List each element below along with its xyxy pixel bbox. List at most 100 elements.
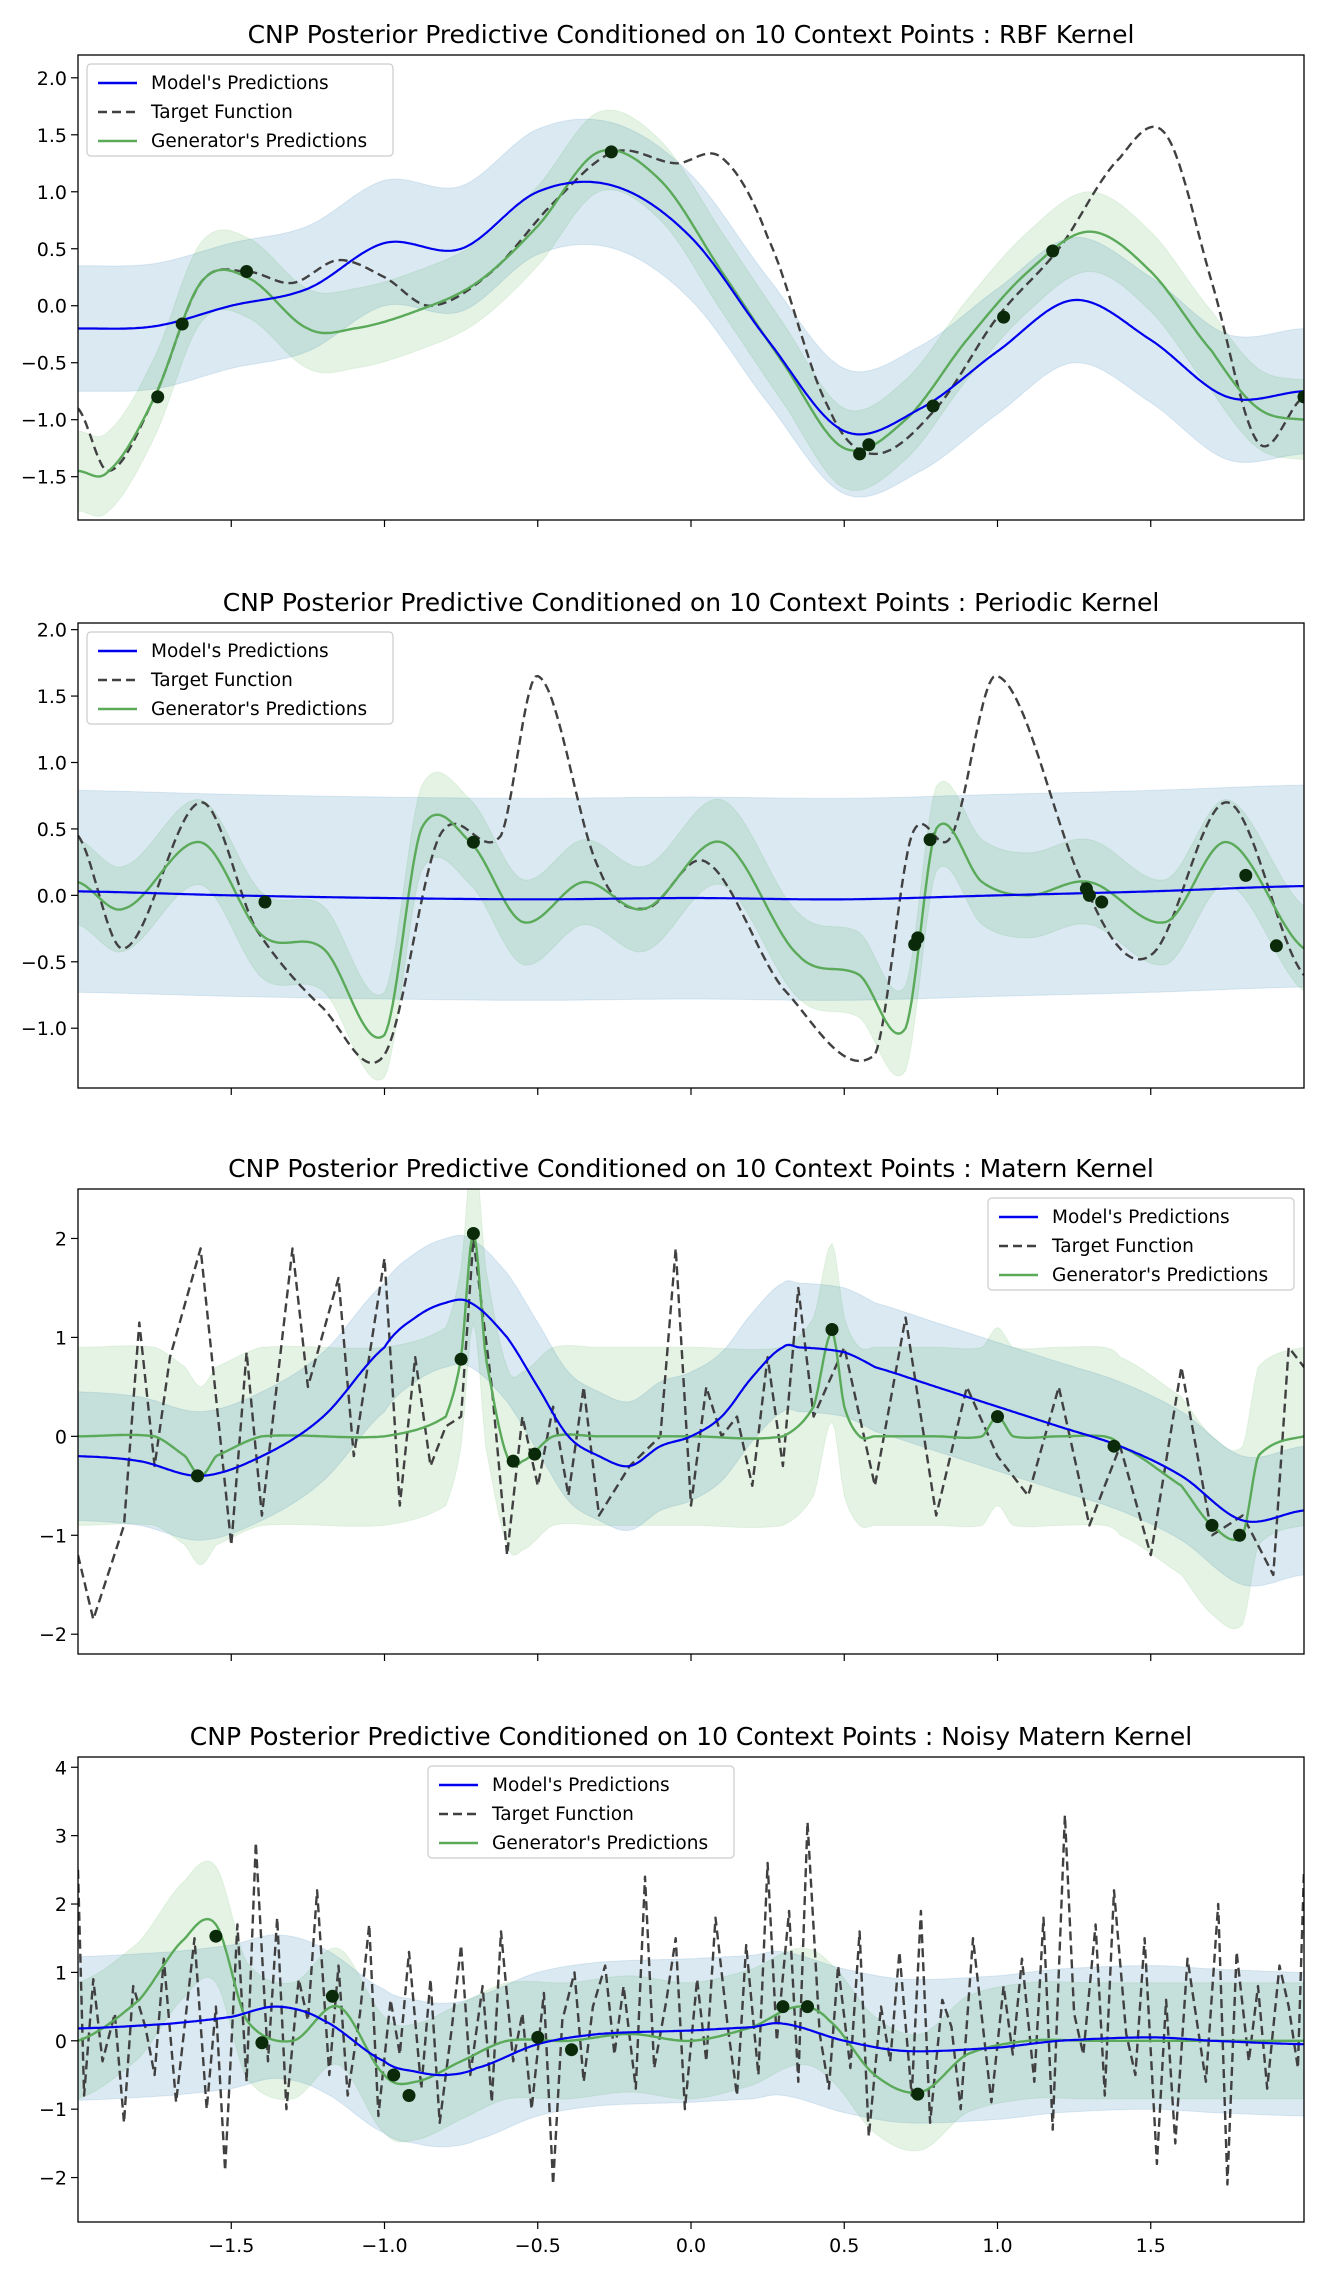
model-uncertainty-band	[78, 784, 1304, 1001]
y-tick-label: 0.5	[37, 819, 67, 841]
model-uncertainty-band	[78, 1234, 1304, 1587]
y-tick-label: 1.0	[37, 182, 67, 204]
chart-title: CNP Posterior Predictive Conditioned on …	[228, 1154, 1154, 1183]
context-point	[466, 835, 480, 849]
x-tick-label: −1.5	[208, 2235, 254, 2257]
context-point	[466, 1227, 480, 1240]
context-point	[923, 833, 937, 847]
legend-box	[427, 1765, 735, 1859]
legend: Model's Predictions Target Function Genera…	[86, 631, 394, 725]
target-function-line	[78, 674, 1304, 1065]
context-point	[506, 1454, 520, 1468]
x-tick-label: 1.0	[982, 2235, 1012, 2257]
context-point	[240, 265, 254, 278]
context-point	[825, 1323, 839, 1336]
y-tick-label: 1.5	[37, 125, 67, 147]
plot-area	[78, 1813, 1304, 2186]
legend-label: Model's Predictions	[151, 641, 329, 662]
y-tick-label: 1	[55, 1327, 67, 1349]
legend-label: Generator's Predictions	[151, 131, 367, 152]
plot-area	[78, 109, 1304, 517]
context-point	[1239, 868, 1253, 882]
y-tick-label: 4	[55, 1757, 67, 1779]
legend-label: Generator's Predictions	[492, 1833, 708, 1854]
model-prediction-line	[78, 2005, 1304, 2077]
y-tick-label: 0.5	[37, 239, 67, 261]
y-tick-label: 2.0	[37, 620, 67, 642]
y-tick-label: −0.5	[21, 952, 67, 974]
panel-4: CNP Posterior Predictive Conditioned on …	[39, 1722, 1305, 2257]
context-point	[991, 1410, 1004, 1424]
context-point	[1107, 1439, 1121, 1453]
context-point	[402, 2089, 416, 2102]
context-point	[1046, 244, 1060, 258]
y-tick-label: −2	[39, 2168, 67, 2190]
x-tick-label: 1.5	[1136, 2235, 1166, 2257]
y-tick-label: 3	[55, 1826, 67, 1848]
x-tick-label: 0.5	[829, 2235, 859, 2257]
y-tick-label: 0	[55, 1426, 67, 1448]
y-tick-label: −1.5	[21, 467, 67, 489]
legend-label: Model's Predictions	[492, 1775, 670, 1796]
legend-label: Target Function	[150, 670, 293, 691]
model-prediction-line	[78, 885, 1304, 901]
plot-area	[78, 1189, 1304, 1630]
model-uncertainty-band	[78, 118, 1304, 498]
generator-uncertainty-band	[78, 1860, 1304, 2152]
context-point	[325, 1989, 339, 2003]
y-tick-label: −1.0	[21, 410, 67, 432]
context-point	[255, 2036, 269, 2050]
legend: Model's Predictions Target Function Genera…	[987, 1197, 1295, 1291]
legend-label: Target Function	[1051, 1236, 1194, 1257]
panel-3: CNP Posterior Predictive Conditioned on …	[39, 1154, 1305, 1661]
context-point	[997, 310, 1011, 324]
generator-uncertainty-band	[78, 109, 1304, 517]
context-point	[1269, 939, 1283, 953]
y-tick-label: 1	[55, 1962, 67, 1984]
chart-title: CNP Posterior Predictive Conditioned on …	[223, 588, 1160, 617]
legend-label: Generator's Predictions	[151, 699, 367, 720]
context-point	[531, 2030, 545, 2044]
legend: Model's Predictions Target Function Genera…	[427, 1765, 735, 1859]
context-point	[528, 1447, 542, 1461]
y-tick-label: −1.0	[21, 1018, 67, 1040]
context-point	[1297, 390, 1304, 404]
context-point	[853, 447, 867, 461]
y-tick-label: 0.0	[37, 296, 67, 318]
context-point	[387, 2068, 401, 2082]
y-tick-label: −2	[39, 1624, 67, 1646]
y-tick-label: 1.0	[37, 753, 67, 775]
y-tick-label: −1	[39, 2099, 67, 2121]
y-tick-label: −1	[39, 1525, 67, 1547]
context-point	[911, 2087, 925, 2101]
legend: Model's Predictions Target Function Genera…	[86, 63, 394, 157]
x-tick-label: 0.0	[676, 2235, 706, 2257]
context-point	[454, 1352, 468, 1366]
generator-prediction-line	[78, 1917, 1304, 2094]
context-point	[191, 1469, 204, 1483]
legend-label: Target Function	[150, 102, 293, 123]
plot-area	[78, 674, 1304, 1081]
legend-box	[987, 1197, 1295, 1291]
y-tick-label: 0.0	[37, 885, 67, 907]
legend-box	[86, 63, 394, 157]
target-function-line	[78, 1813, 1304, 2186]
context-point	[862, 438, 876, 452]
context-point	[911, 931, 925, 945]
x-tick-label: −0.5	[515, 2235, 561, 2257]
generator-prediction-line	[78, 813, 1304, 1039]
context-point	[1082, 888, 1096, 902]
model-prediction-line	[78, 1298, 1304, 1523]
y-tick-label: 2.0	[37, 68, 67, 90]
context-point	[175, 317, 189, 331]
panel-1: CNP Posterior Predictive Conditioned on …	[21, 20, 1305, 527]
y-tick-label: 0	[55, 2031, 67, 2053]
y-tick-label: 1.5	[37, 686, 67, 708]
target-function-line	[78, 125, 1304, 473]
panel-2: CNP Posterior Predictive Conditioned on …	[21, 588, 1305, 1095]
context-point	[209, 1929, 223, 1943]
context-point	[926, 399, 940, 413]
context-point	[565, 2043, 578, 2057]
context-point	[604, 145, 618, 159]
